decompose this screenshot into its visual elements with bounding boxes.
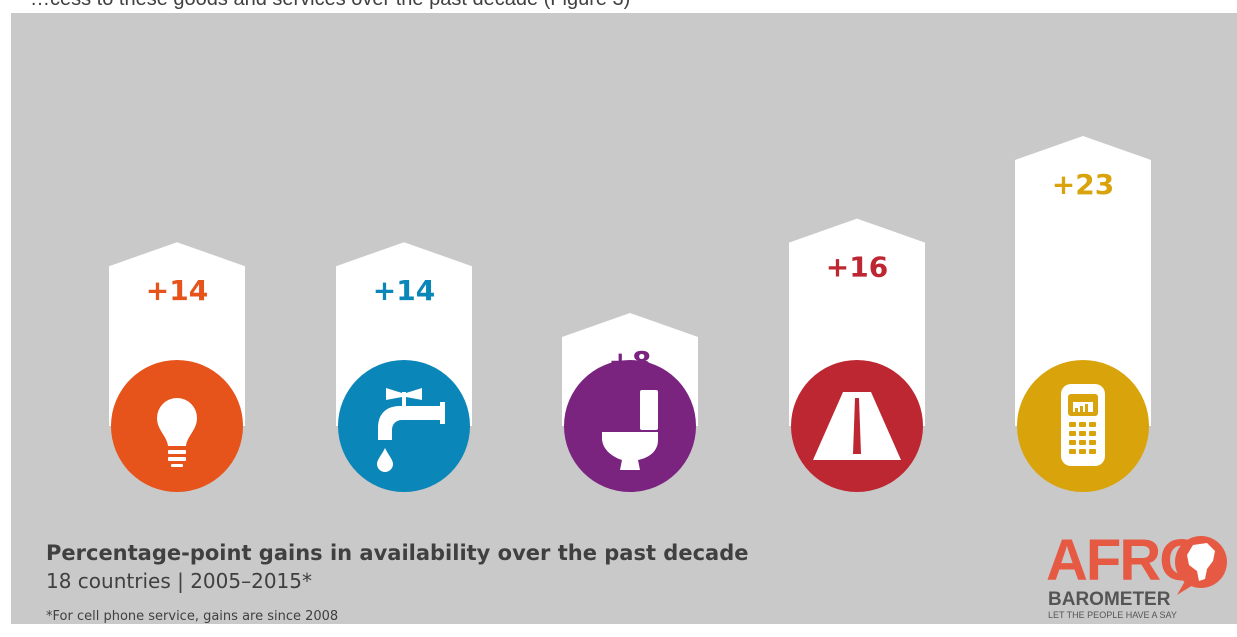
icon-circle: [338, 360, 470, 492]
cell-phone-icon: [1061, 384, 1105, 466]
infographic-panel: +14 +14 +8 +16 +23 Percentage-point gains in…: [11, 13, 1237, 624]
logo-speech-tail: [1177, 581, 1193, 595]
bar-group: +23: [1015, 136, 1151, 492]
logo-subword: BAROMETER: [1048, 589, 1171, 610]
bar-group: +14: [109, 242, 245, 492]
bar-group: +14: [336, 242, 472, 492]
bar-group: +16: [789, 218, 925, 492]
gain-bar: [1015, 136, 1151, 426]
data-label: +14: [373, 274, 435, 307]
chart: +14 +14 +8 +16 +23: [109, 136, 1151, 492]
icon-circle: [564, 360, 696, 492]
light-bulb-icon: [157, 398, 197, 467]
data-label: +16: [826, 251, 888, 284]
bar-group: +8: [562, 313, 698, 492]
chart-title: Percentage-point gains in availability o…: [46, 541, 749, 565]
data-label: +14: [146, 274, 208, 307]
water-tap-icon: [377, 388, 445, 472]
chart-subtitle: 18 countries | 2005–2015*: [46, 569, 312, 593]
afrobarometer-logo: AFRO BAROMETER LET THE PEOPLE HAVE A SAY: [1041, 528, 1237, 637]
toilet-icon: [602, 390, 658, 470]
road-icon: [813, 392, 901, 460]
logo-tagline: LET THE PEOPLE HAVE A SAY: [1048, 610, 1177, 620]
data-label: +23: [1052, 168, 1114, 201]
africa-shape: [1187, 543, 1215, 581]
logo-africa-icon: [1175, 536, 1227, 595]
intro-text: …cess to these goods and services over t…: [30, 0, 630, 11]
chart-footnote: *For cell phone service, gains are since…: [46, 609, 339, 624]
